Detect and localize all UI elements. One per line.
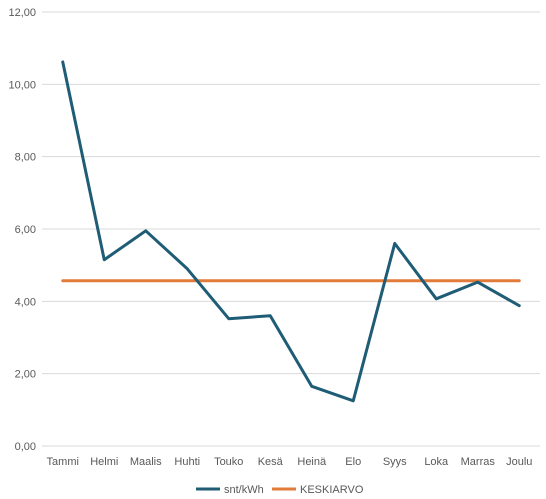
- x-tick-label: Heinä: [297, 456, 327, 468]
- x-tick-label: Helmi: [90, 456, 118, 468]
- y-tick-label: 2,00: [15, 369, 36, 381]
- x-axis-tick-labels: Tammi Helmi Maalis Huhti Touko Kesä Heinä Elo Sy…: [47, 456, 533, 468]
- y-tick-label: 0,00: [15, 441, 36, 453]
- legend-label: snt/kWh: [224, 484, 264, 496]
- x-tick-label: Loka: [424, 456, 449, 468]
- x-tick-label: Kesä: [258, 456, 284, 468]
- legend: snt/kWh KESKIARVO: [196, 484, 364, 496]
- x-tick-label: Syys: [383, 456, 407, 468]
- x-tick-label: Touko: [214, 456, 243, 468]
- x-tick-label: Elo: [345, 456, 361, 468]
- y-tick-label: 12,00: [8, 7, 36, 19]
- y-tick-label: 4,00: [15, 296, 36, 308]
- x-tick-label: Huhti: [174, 456, 200, 468]
- x-tick-label: Maalis: [130, 456, 162, 468]
- x-tick-label: Joulu: [506, 456, 532, 468]
- x-tick-label: Tammi: [47, 456, 79, 468]
- series-line-snt-kwh: [61, 60, 521, 403]
- x-tick-label: Marras: [461, 456, 496, 468]
- legend-label: KESKIARVO: [300, 484, 364, 496]
- y-tick-label: 8,00: [15, 152, 36, 164]
- y-axis-tick-labels: 0,00 2,00 4,00 6,00 8,00 10,00 12,00: [8, 7, 36, 453]
- gridlines: [42, 11, 540, 447]
- y-tick-label: 10,00: [8, 79, 36, 91]
- series-lines: [61, 60, 521, 403]
- y-tick-label: 6,00: [15, 224, 36, 236]
